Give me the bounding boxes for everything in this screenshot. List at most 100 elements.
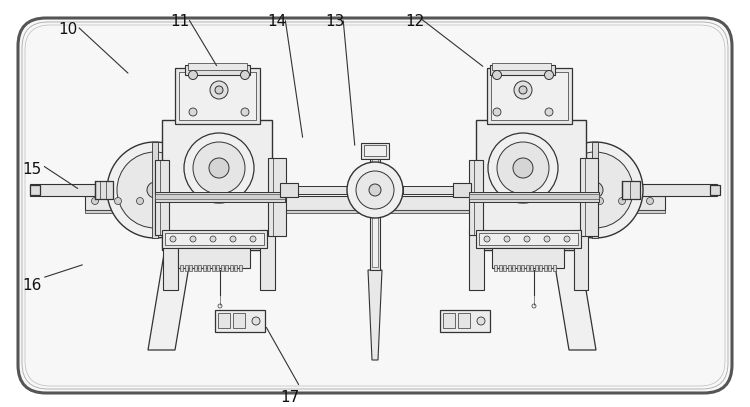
Circle shape <box>189 108 197 116</box>
Polygon shape <box>368 270 382 360</box>
Circle shape <box>170 236 176 242</box>
Circle shape <box>542 197 548 204</box>
Bar <box>178 248 250 268</box>
Bar <box>539 265 542 271</box>
Bar <box>548 265 551 271</box>
Bar <box>370 155 380 270</box>
Circle shape <box>544 236 550 242</box>
Bar <box>188 63 247 70</box>
Bar <box>175 68 260 124</box>
Circle shape <box>161 197 169 204</box>
Bar <box>559 186 622 194</box>
Bar <box>372 158 378 267</box>
Circle shape <box>347 162 403 218</box>
Bar <box>155 192 285 202</box>
Circle shape <box>221 197 229 204</box>
Bar <box>494 265 497 271</box>
Bar <box>165 233 264 245</box>
Bar <box>479 233 578 245</box>
Bar <box>233 313 245 328</box>
Bar <box>113 186 191 194</box>
Bar <box>499 265 502 271</box>
Bar <box>517 265 520 271</box>
Bar <box>207 265 210 271</box>
Bar <box>440 310 490 332</box>
Circle shape <box>564 236 570 242</box>
Bar <box>268 158 286 236</box>
Bar <box>238 265 242 271</box>
Bar <box>85 196 665 210</box>
Circle shape <box>92 197 98 204</box>
Circle shape <box>252 317 260 325</box>
Circle shape <box>369 184 381 196</box>
Circle shape <box>488 133 558 203</box>
Text: 10: 10 <box>58 22 78 37</box>
FancyBboxPatch shape <box>18 18 732 393</box>
Circle shape <box>514 81 532 99</box>
Circle shape <box>517 197 524 204</box>
Bar <box>458 313 470 328</box>
Bar <box>503 265 506 271</box>
Bar <box>364 145 386 156</box>
Circle shape <box>356 171 394 209</box>
Circle shape <box>497 142 549 194</box>
Circle shape <box>115 197 122 204</box>
Polygon shape <box>549 230 596 350</box>
Circle shape <box>587 182 603 198</box>
Text: 15: 15 <box>22 162 42 177</box>
Bar <box>622 181 640 199</box>
Bar <box>492 248 564 268</box>
Bar <box>184 265 188 271</box>
Circle shape <box>193 142 245 194</box>
Bar <box>280 183 298 197</box>
Circle shape <box>477 317 485 325</box>
Polygon shape <box>574 230 588 290</box>
Bar <box>202 265 206 271</box>
Text: 11: 11 <box>170 14 190 29</box>
Bar <box>155 194 285 199</box>
Circle shape <box>221 317 229 325</box>
Circle shape <box>251 197 259 204</box>
Polygon shape <box>469 230 484 290</box>
Bar <box>553 265 556 271</box>
Circle shape <box>484 236 490 242</box>
Bar <box>30 185 40 195</box>
Bar <box>530 265 533 271</box>
Bar <box>162 120 272 250</box>
Polygon shape <box>260 230 275 290</box>
Bar <box>225 265 228 271</box>
Circle shape <box>194 197 200 204</box>
Bar <box>152 142 158 238</box>
Circle shape <box>117 152 193 228</box>
Circle shape <box>619 197 626 204</box>
Circle shape <box>472 197 478 204</box>
Circle shape <box>493 70 502 79</box>
Bar <box>215 310 265 332</box>
Bar <box>453 183 471 197</box>
Circle shape <box>513 158 533 178</box>
Circle shape <box>569 197 577 204</box>
Bar <box>30 184 125 196</box>
Circle shape <box>190 236 196 242</box>
Bar <box>403 186 465 194</box>
Bar <box>508 265 511 271</box>
Circle shape <box>184 133 254 203</box>
Circle shape <box>544 70 554 79</box>
Circle shape <box>493 108 501 116</box>
Bar <box>211 265 214 271</box>
Circle shape <box>215 86 223 94</box>
Bar <box>95 181 113 199</box>
Circle shape <box>274 197 281 204</box>
Bar <box>85 210 665 213</box>
Text: 14: 14 <box>267 14 286 29</box>
Bar <box>512 265 515 271</box>
Circle shape <box>241 70 250 79</box>
Circle shape <box>557 152 633 228</box>
Polygon shape <box>163 230 178 290</box>
Circle shape <box>545 108 553 116</box>
Bar <box>155 160 169 235</box>
Bar <box>487 68 572 124</box>
Bar <box>162 230 267 248</box>
Bar <box>218 313 230 328</box>
Bar <box>492 63 551 70</box>
